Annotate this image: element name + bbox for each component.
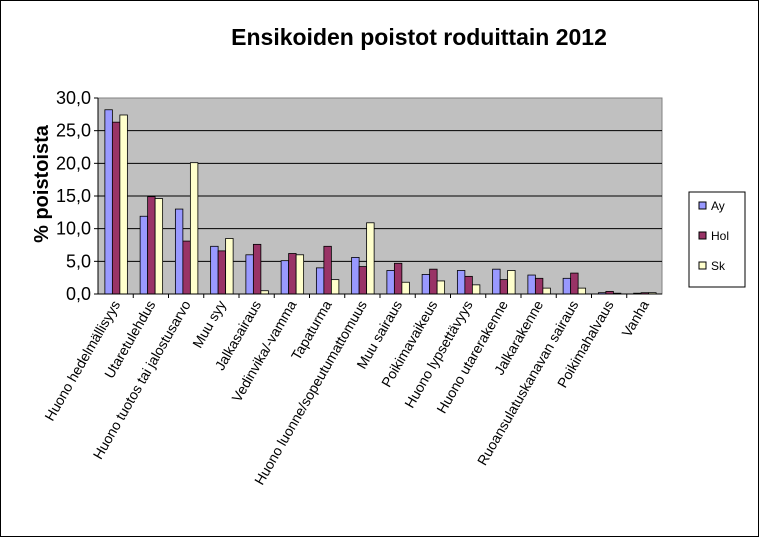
bar-hol — [393, 262, 403, 295]
bar-hol — [288, 253, 297, 295]
bar-ay — [351, 257, 360, 295]
legend-swatch-ay — [698, 201, 707, 210]
bar-ay — [421, 273, 431, 295]
bar-hol — [182, 240, 191, 295]
y-tick-label: 10,0 — [56, 219, 91, 239]
bar-hol — [252, 243, 262, 295]
bar-hol — [499, 279, 509, 295]
y-tick-labels: 0,0 5,0 10,0 15,0 20,0 25,0 30,0 — [56, 88, 91, 304]
bar-sk — [119, 114, 128, 295]
bar-hol — [570, 272, 579, 295]
bar-sk — [189, 162, 199, 295]
bar-ay — [527, 274, 536, 295]
legend: Ay Hol Sk — [688, 191, 746, 288]
y-tick-label: 15,0 — [56, 186, 91, 206]
legend-swatch-hol — [698, 231, 707, 240]
y-tick-label: 20,0 — [56, 153, 91, 173]
y-tick-label: 30,0 — [56, 88, 91, 108]
bar-sk — [577, 287, 587, 295]
legend-label-hol: Hol — [711, 229, 729, 243]
y-tick-label: 25,0 — [56, 121, 91, 141]
bar-ay — [245, 254, 254, 295]
bar-sk — [295, 254, 305, 295]
bar-ay — [562, 277, 572, 295]
bar-sk — [507, 270, 516, 295]
bar-ay — [386, 270, 395, 295]
legend-swatch-sk — [698, 261, 707, 270]
bar-hol — [323, 245, 332, 295]
bar-hol — [358, 266, 368, 295]
bar-hol — [429, 268, 438, 295]
legend-box — [688, 191, 746, 288]
bar-hol — [111, 121, 121, 295]
legend-label-ay: Ay — [711, 199, 725, 213]
bar-sk — [401, 281, 410, 295]
bar-hol — [534, 277, 544, 295]
bar-ay — [492, 268, 501, 295]
bar-hol — [147, 196, 156, 295]
bar-sk — [436, 280, 446, 295]
bar-ay — [139, 215, 149, 295]
x-tick-label: Muu syy — [189, 298, 229, 351]
bar-sk — [366, 222, 375, 295]
legend-label-sk: Sk — [711, 259, 726, 273]
bar-ay — [456, 270, 466, 295]
bar-ay — [315, 267, 325, 295]
chart-title: Ensikoiden poistot roduittain 2012 — [231, 24, 607, 50]
bar-ay — [174, 208, 184, 295]
y-tick-label: 0,0 — [66, 284, 91, 304]
bar-ay — [280, 260, 290, 295]
y-tick-label: 5,0 — [66, 251, 91, 271]
y-axis-label: % poistoista — [31, 124, 53, 243]
bar-sk — [542, 287, 551, 295]
bar-sk — [154, 198, 164, 295]
bar-ay — [210, 245, 219, 295]
bar-hol — [464, 275, 473, 295]
bar-sk — [471, 284, 481, 295]
bar-sk — [225, 238, 234, 295]
bar-sk — [330, 279, 340, 295]
x-tick-label: Vanha — [618, 297, 652, 339]
bar-hol — [217, 250, 227, 295]
bar-ay — [104, 109, 113, 295]
